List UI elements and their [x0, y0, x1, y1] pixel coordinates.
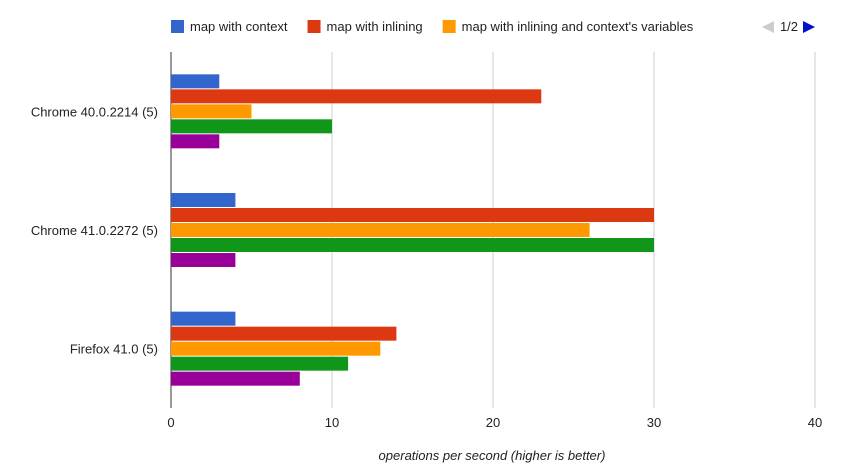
legend-label: map with inlining and context's variable…	[462, 19, 694, 34]
legend-label: map with inlining	[327, 19, 423, 34]
legend-pager: 1/2	[762, 19, 815, 34]
x-axis-title: operations per second (higher is better)	[379, 448, 606, 463]
bar[interactable]	[171, 311, 236, 326]
x-tick-label: 30	[647, 415, 661, 430]
legend-label: map with context	[190, 19, 288, 34]
legend-page-indicator: 1/2	[780, 19, 798, 34]
category-label: Chrome 40.0.2214 (5)	[31, 104, 158, 119]
bar[interactable]	[171, 208, 654, 222]
legend-next-page-icon[interactable]	[803, 21, 815, 33]
x-tick-label: 10	[325, 415, 339, 430]
bar[interactable]	[171, 326, 397, 341]
category-labels: Chrome 40.0.2214 (5) Chrome 41.0.2272 (5)…	[31, 104, 158, 356]
x-tick-labels: 0 10 20 30 40	[167, 415, 822, 430]
bar[interactable]	[171, 356, 349, 371]
bar[interactable]	[171, 134, 220, 149]
bar[interactable]	[171, 238, 654, 252]
bar[interactable]	[171, 119, 332, 134]
x-tick-label: 0	[167, 415, 174, 430]
x-tick-label: 20	[486, 415, 500, 430]
bar[interactable]	[171, 371, 300, 386]
legend: map with context map with inlining map wit…	[171, 19, 694, 34]
legend-swatch	[442, 20, 456, 33]
legend-swatch	[171, 20, 184, 33]
category-label: Firefox 41.0 (5)	[70, 342, 158, 357]
bar-series-group	[171, 74, 654, 386]
bar[interactable]	[171, 341, 381, 356]
bar[interactable]	[171, 193, 236, 207]
legend-prev-page-icon[interactable]	[762, 21, 774, 33]
bar[interactable]	[171, 253, 236, 267]
x-tick-label: 40	[808, 415, 822, 430]
legend-swatch	[307, 20, 321, 33]
category-label: Chrome 41.0.2272 (5)	[31, 223, 158, 238]
bar[interactable]	[171, 89, 542, 104]
bar[interactable]	[171, 74, 220, 89]
bar[interactable]	[171, 223, 590, 237]
bar[interactable]	[171, 104, 252, 119]
